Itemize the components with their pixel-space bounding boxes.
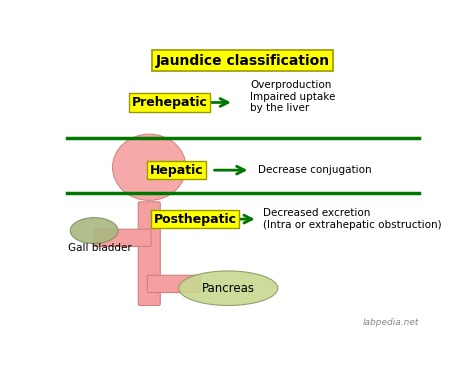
Ellipse shape <box>179 271 278 306</box>
Text: Prehepatic: Prehepatic <box>131 96 208 109</box>
Text: Jaundice classification: Jaundice classification <box>156 54 330 68</box>
Text: Posthepatic: Posthepatic <box>154 212 237 226</box>
Text: Decreased excretion
(Intra or extrahepatic obstruction): Decreased excretion (Intra or extrahepat… <box>263 208 442 230</box>
Ellipse shape <box>70 218 118 243</box>
Text: Overproduction
Impaired uptake
by the liver: Overproduction Impaired uptake by the li… <box>250 80 336 113</box>
Ellipse shape <box>112 134 186 200</box>
FancyBboxPatch shape <box>147 275 201 292</box>
Text: Gall bladder: Gall bladder <box>68 243 132 253</box>
Text: Pancreas: Pancreas <box>202 282 255 295</box>
Text: Hepatic: Hepatic <box>150 164 204 177</box>
FancyBboxPatch shape <box>138 202 160 306</box>
Text: labpedia.net: labpedia.net <box>363 318 419 327</box>
FancyBboxPatch shape <box>94 229 151 246</box>
Text: Decrease conjugation: Decrease conjugation <box>258 165 371 175</box>
